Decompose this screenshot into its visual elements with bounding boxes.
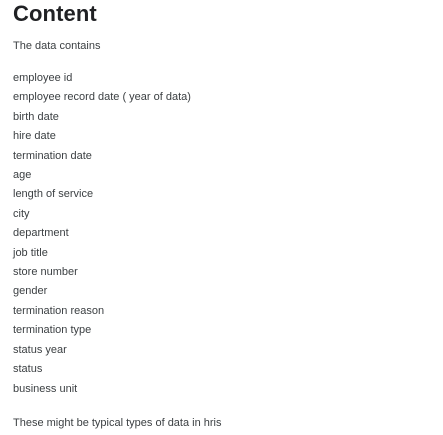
list-item: termination date — [13, 149, 92, 162]
list-item: hire date — [13, 130, 56, 143]
list-item: department — [13, 227, 69, 240]
list-item: termination reason — [13, 304, 105, 317]
list-item: job title — [13, 246, 48, 259]
list-item: store number — [13, 266, 78, 279]
list-item: business unit — [13, 382, 78, 395]
list-item: gender — [13, 285, 48, 298]
list-item: employee record date ( year of data) — [13, 91, 191, 104]
list-item: status — [13, 363, 43, 376]
list-item: city — [13, 207, 30, 220]
section-title: Content — [13, 1, 97, 26]
list-item: birth date — [13, 110, 59, 123]
list-item: termination type — [13, 324, 92, 337]
intro-text: The data contains — [13, 40, 101, 52]
list-item: length of service — [13, 188, 94, 201]
list-item: age — [13, 169, 32, 182]
list-item: employee id — [13, 72, 73, 84]
outro-text: These might be typical types of data in … — [13, 416, 222, 429]
list-item: status year — [13, 343, 67, 356]
field-list: employee id employee record date ( year … — [13, 69, 443, 399]
